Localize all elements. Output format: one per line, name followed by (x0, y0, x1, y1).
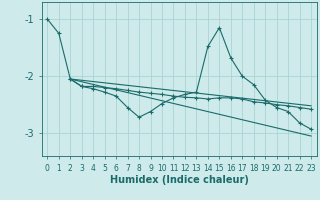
X-axis label: Humidex (Indice chaleur): Humidex (Indice chaleur) (110, 175, 249, 185)
